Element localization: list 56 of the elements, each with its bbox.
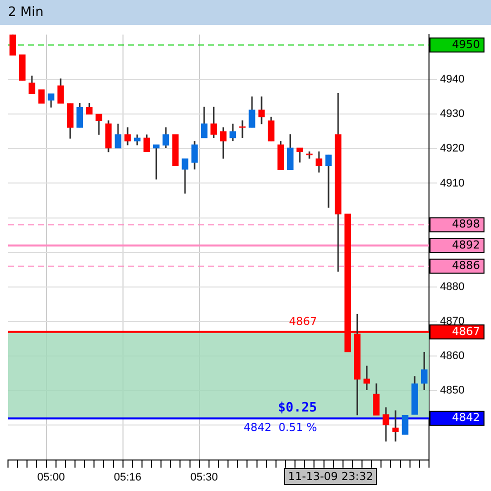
candlestick xyxy=(143,134,150,153)
candlestick xyxy=(48,92,54,108)
candlestick xyxy=(114,123,122,149)
candlestick xyxy=(28,74,36,94)
text: 11-13-09 23:32 xyxy=(284,468,378,485)
candlestick xyxy=(316,150,322,174)
y-tick-label: 4850 xyxy=(440,384,464,397)
candlestick xyxy=(325,154,332,209)
candlestick xyxy=(38,89,45,104)
candlestick xyxy=(191,140,198,170)
candlestick xyxy=(268,116,274,142)
candlestick xyxy=(152,144,160,180)
candlestick xyxy=(220,126,227,160)
candlestick xyxy=(392,410,399,442)
candlestick xyxy=(363,365,370,391)
x-tick-label: 05:00 xyxy=(37,471,65,484)
x-tick-label: 05:16 xyxy=(114,471,142,484)
candlestick xyxy=(57,78,64,104)
candlestick xyxy=(230,123,236,142)
ref-line-label: 4842 xyxy=(452,411,480,424)
candlestick xyxy=(420,351,428,391)
ref-line-label: 4892 xyxy=(452,238,480,252)
candlestick xyxy=(258,96,265,125)
ref-line-label: 4950 xyxy=(452,38,480,51)
candlestick xyxy=(277,140,284,171)
candlestick xyxy=(210,106,218,139)
annotation: 4867 xyxy=(289,314,317,328)
x-tick-label: 05:30 xyxy=(190,471,218,484)
candlestick xyxy=(182,158,188,194)
y-tick-label: 4930 xyxy=(440,108,464,120)
candlestick xyxy=(200,106,208,139)
chart-title: 2 Min xyxy=(0,0,491,25)
annotation: $0.25 xyxy=(278,400,317,416)
y-tick-label: 4860 xyxy=(440,350,464,362)
candlestick xyxy=(96,113,102,136)
candlestick xyxy=(402,414,408,436)
y-tick-label: 4910 xyxy=(440,177,464,190)
ref-line-label: 4886 xyxy=(452,259,480,272)
candlestick xyxy=(76,102,84,128)
candlestick xyxy=(124,126,131,146)
candlestick xyxy=(66,102,74,140)
candlestick xyxy=(86,102,93,115)
y-tick-label: 4880 xyxy=(440,280,464,293)
y-tick-label: 4920 xyxy=(440,142,464,155)
candlestick xyxy=(296,147,304,164)
candlestick xyxy=(105,120,112,153)
candlestick xyxy=(286,133,294,171)
annotation: 4842 0.51 % xyxy=(244,421,317,434)
candlestick xyxy=(248,96,256,128)
candlestick xyxy=(134,134,140,146)
candlestick xyxy=(373,382,380,416)
candlestick xyxy=(162,126,170,149)
ref-line-label: 4898 xyxy=(452,218,480,231)
candlestick xyxy=(382,406,390,442)
candlestick xyxy=(9,34,16,56)
y-tick-label: 4940 xyxy=(440,74,464,86)
